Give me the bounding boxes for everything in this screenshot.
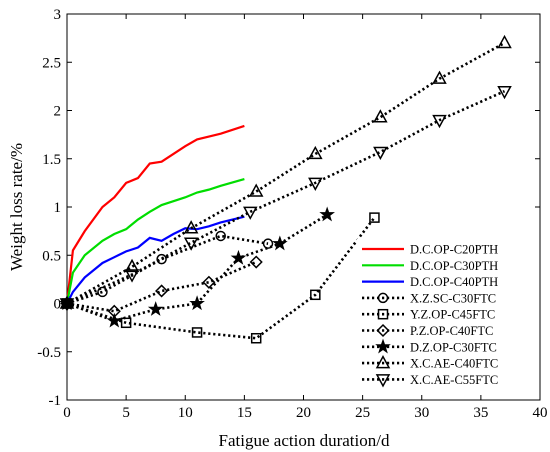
legend-label: D.C.OP-C20PTH — [410, 243, 498, 257]
legend-entry-x-c-ae-c55ftc: X.C.AE-C55FTC — [362, 373, 498, 388]
y-tick-label: 1.5 — [42, 152, 61, 168]
data-point-x-z-sc-c30ftc — [215, 230, 226, 242]
x-tick-label: 35 — [473, 405, 488, 421]
series-d-c-op-c20pth — [65, 124, 245, 304]
data-point-x-c-ae-c55ftc — [124, 269, 140, 283]
y-tick-label: 2.5 — [42, 55, 61, 71]
series-d-c-op-c40pth — [66, 215, 245, 305]
data-point-y-z-op-c45ftc — [369, 212, 380, 223]
data-point-y-z-op-c45ftc — [120, 317, 132, 329]
legend-label: D.Z.OP-C30FTC — [410, 340, 497, 354]
legend-entry-y-z-op-c45ftc: Y.Z.OP-C45FTC — [362, 308, 495, 322]
y-tick-label: -1 — [49, 393, 62, 409]
y-tick-label: 0.5 — [42, 248, 61, 264]
data-point-x-c-ae-c55ftc — [497, 85, 512, 100]
series-line-d-c-op-c20pth — [65, 124, 245, 304]
legend-entry-p-z-op-c40ftc: P.Z.OP-C40FTC — [362, 323, 493, 338]
series-line-x-c-ae-c40ftc — [66, 41, 506, 305]
data-point-y-z-op-c45ftc — [310, 289, 321, 301]
y-tick-label: 2 — [54, 104, 62, 120]
y-axis-label: Weight loss rate/% — [7, 143, 26, 271]
legend-marker — [377, 292, 389, 304]
legend-marker — [376, 323, 390, 338]
legend-label: X.C.AE-C40FTC — [410, 357, 498, 371]
x-tick-label: 30 — [414, 405, 429, 421]
data-point-x-c-ae-c40ftc — [248, 183, 264, 197]
data-point-x-c-ae-c55ftc — [59, 298, 75, 312]
legend-label: D.C.OP-C30PTH — [410, 259, 498, 273]
series-x-c-ae-c40ftc — [59, 34, 512, 309]
data-point-x-z-sc-c30ftc — [262, 238, 274, 249]
legend-label: D.C.OP-C40PTH — [410, 275, 498, 289]
legend-marker — [377, 308, 389, 320]
series-d-c-op-c30pth — [65, 177, 245, 304]
series-x-c-ae-c55ftc — [59, 85, 512, 312]
data-point-x-z-sc-c30ftc — [156, 253, 167, 265]
data-point-x-c-ae-c40ftc — [497, 34, 512, 49]
data-point-y-z-op-c45ftc — [191, 327, 203, 338]
data-point-x-c-ae-c40ftc — [432, 70, 447, 84]
x-axis-label: Fatigue action duration/d — [219, 431, 390, 450]
series-line-d-c-op-c30pth — [65, 177, 245, 304]
data-point-d-z-op-c30ftc — [230, 249, 247, 265]
series-line-p-z-op-c40ftc — [66, 260, 257, 313]
legend-entry-x-z-sc-c30ftc: X.Z.SC-C30FTC — [362, 291, 496, 305]
data-point-x-c-ae-c40ftc — [373, 109, 388, 123]
axis-ticks: 0 5 10 15 20 25 30 35 40 -1 -0.5 0 0.5 1 1.5 2 2.5 3 — [37, 7, 547, 421]
y-tick-label: 0 — [54, 297, 62, 313]
x-tick-label: 5 — [122, 405, 130, 421]
legend-label: Y.Z.OP-C45FTC — [410, 308, 495, 322]
data-point-p-z-op-c40ftc — [249, 255, 263, 269]
series-line-d-c-op-c40pth — [66, 215, 245, 305]
x-tick-label: 0 — [63, 405, 71, 421]
data-point-x-c-ae-c40ftc — [183, 220, 199, 234]
legend-marker — [375, 355, 391, 369]
data-point-d-z-op-c30ftc — [272, 235, 288, 251]
series-line-x-c-ae-c55ftc — [66, 90, 506, 305]
data-point-p-z-op-c40ftc — [155, 284, 169, 298]
data-point-d-z-op-c30ftc — [189, 295, 205, 311]
data-point-x-c-ae-c40ftc — [124, 258, 140, 273]
legend-entry-d-c-op-c40pth: D.C.OP-C40PTH — [362, 275, 498, 289]
legend-entry-d-c-op-c30pth: D.C.OP-C30PTH — [362, 259, 498, 273]
data-point-x-c-ae-c40ftc — [308, 145, 323, 160]
data-point-x-c-ae-c55ftc — [432, 114, 447, 129]
legend-label: X.C.AE-C55FTC — [410, 373, 498, 387]
data-point-d-z-op-c30ftc — [319, 206, 335, 222]
data-point-x-c-ae-c40ftc — [59, 295, 75, 309]
series-d-z-op-c30ftc — [59, 206, 335, 328]
x-tick-label: 10 — [178, 405, 193, 421]
data-point-d-z-op-c30ftc — [106, 312, 123, 328]
y-tick-label: 1 — [54, 200, 62, 216]
data-point-x-c-ae-c55ftc — [183, 237, 199, 251]
data-point-y-z-op-c45ftc — [250, 332, 262, 344]
data-point-x-c-ae-c55ftc — [373, 146, 388, 161]
x-tick-label: 25 — [355, 405, 370, 421]
x-tick-label: 40 — [533, 405, 548, 421]
series-layer — [59, 34, 512, 344]
y-tick-label: -0.5 — [37, 345, 61, 361]
x-tick-label: 20 — [296, 405, 311, 421]
data-point-p-z-op-c40ftc — [202, 275, 216, 289]
x-tick-label: 15 — [237, 405, 252, 421]
legend-label: P.Z.OP-C40FTC — [410, 324, 493, 338]
legend-entry-d-z-op-c30ftc: D.Z.OP-C30FTC — [362, 338, 497, 354]
legend-entry-d-c-op-c20pth: D.C.OP-C20PTH — [362, 243, 498, 257]
legend-entry-x-c-ae-c40ftc: X.C.AE-C40FTC — [362, 355, 498, 371]
data-point-d-z-op-c30ftc — [147, 301, 164, 316]
legend-marker — [375, 374, 391, 388]
data-point-x-z-sc-c30ftc — [97, 286, 108, 298]
y-tick-label: 3 — [54, 7, 62, 23]
data-point-x-c-ae-c55ftc — [308, 177, 323, 191]
legend-marker — [375, 338, 391, 354]
data-point-x-c-ae-c55ftc — [243, 206, 258, 220]
legend-label: X.Z.SC-C30FTC — [410, 291, 496, 305]
legend: D.C.OP-C20PTH D.C.OP-C30PTH D.C.OP-C40PTH X… — [356, 238, 540, 388]
